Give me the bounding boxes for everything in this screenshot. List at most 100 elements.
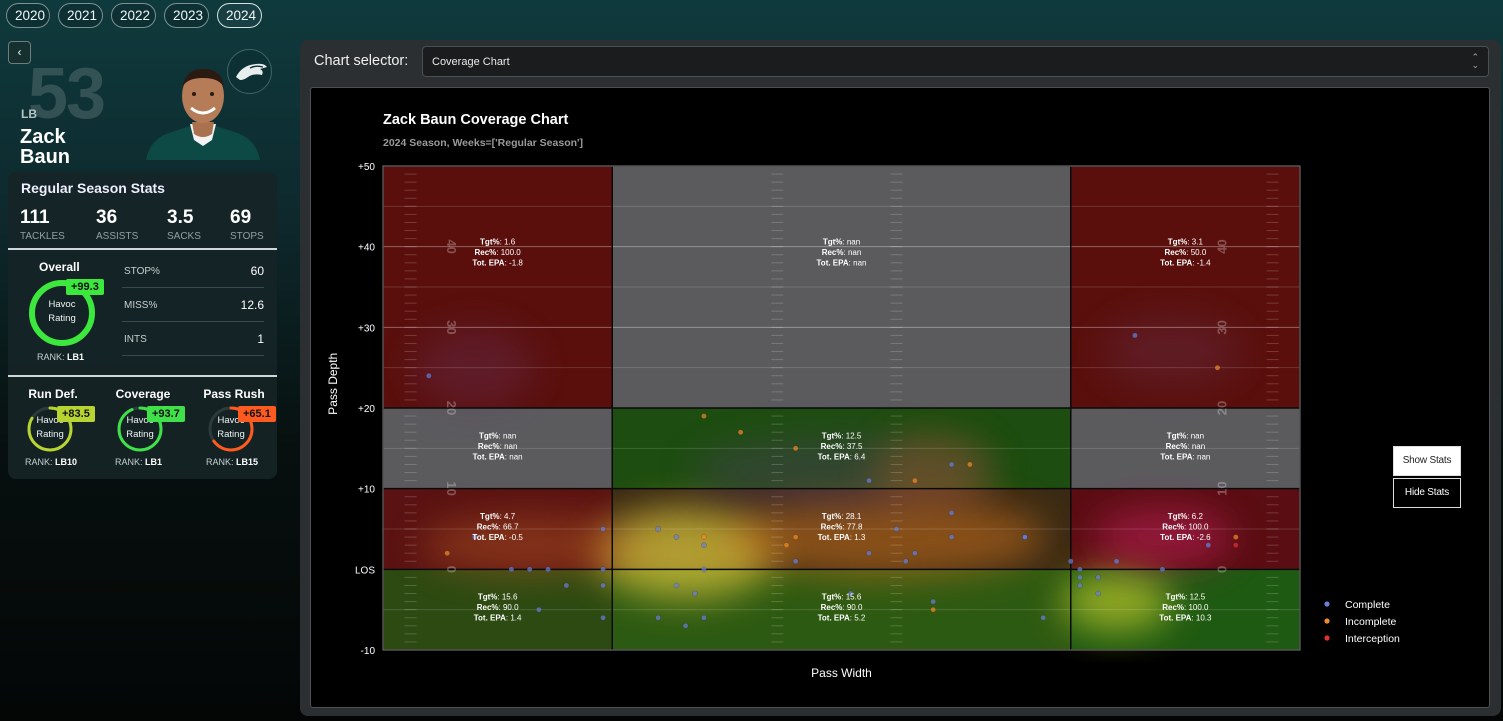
- zone-stat-label: Tot. EPA: -2.6: [1160, 533, 1211, 542]
- rank-label: RANK:: [37, 352, 65, 362]
- overall-ring: [29, 280, 95, 346]
- data-point: [600, 582, 606, 589]
- show-stats-button[interactable]: Show Stats: [1393, 446, 1461, 476]
- data-point: [655, 526, 661, 532]
- zone-stat-label: Tgt%: nan: [479, 431, 516, 440]
- zone-stat-label: Tgt%: nan: [1167, 431, 1204, 440]
- rating-text: Rating: [126, 429, 154, 440]
- data-point: [682, 622, 689, 629]
- data-point: [866, 477, 872, 484]
- field-number: 10: [1215, 481, 1230, 495]
- sub-ring-text: Havoc Rating: [118, 414, 162, 442]
- season-tabs: 2020 2021 2022 2023 2024: [6, 3, 262, 28]
- chevron-left-icon: ‹: [17, 45, 22, 59]
- data-point: [930, 598, 937, 605]
- coverage-zone: [383, 408, 613, 489]
- data-point: [893, 526, 900, 532]
- data-point: [1077, 582, 1083, 589]
- data-point: [783, 542, 790, 548]
- year-tab[interactable]: 2023: [164, 3, 209, 28]
- zone-stat-label: Rec%: 100.0: [1162, 523, 1209, 532]
- data-point: [948, 461, 955, 468]
- hide-stats-button[interactable]: Hide Stats: [1393, 478, 1461, 508]
- coverage-zone: [383, 569, 613, 650]
- field-number: 40: [1215, 239, 1230, 253]
- data-point: [912, 550, 918, 557]
- zone-stat-label: Tgt%: 4.7: [480, 512, 516, 521]
- zone-stat-label: Rec%: nan: [1166, 442, 1206, 451]
- sub-rating-title: Pass Rush: [203, 387, 265, 401]
- year-tab[interactable]: 2024: [217, 3, 262, 28]
- back-button[interactable]: ‹: [8, 41, 31, 64]
- zone-stat-label: Rec%: 100.0: [1162, 603, 1209, 612]
- stops-value: 69: [230, 207, 252, 228]
- density-area: [727, 497, 1048, 578]
- player-position: LB: [21, 107, 37, 121]
- rank-value: LB10: [55, 457, 78, 467]
- sub-rating-ring: [27, 406, 73, 452]
- zone-stat-label: Rec%: 100.0: [474, 248, 521, 257]
- field-number: 10: [444, 481, 459, 495]
- chart-selector[interactable]: Coverage Chart ⌃ ⌄: [422, 46, 1489, 77]
- data-point: [792, 534, 799, 540]
- data-point: [1132, 332, 1138, 339]
- zone-stat-label: Tot. EPA: 6.4: [818, 452, 866, 461]
- zone-stat-label: Tot. EPA: 5.2: [818, 614, 866, 623]
- data-point: [847, 590, 854, 597]
- data-point: [737, 429, 744, 436]
- data-point: [967, 461, 973, 468]
- year-tab[interactable]: 2021: [58, 3, 103, 28]
- data-point: [1214, 364, 1221, 371]
- rank-label: RANK:: [25, 457, 53, 467]
- data-point: [1159, 566, 1166, 573]
- data-point: [792, 445, 799, 452]
- zone-stat-label: Tot. EPA: nan: [817, 259, 867, 268]
- zone-stat-label: Tot. EPA: nan: [473, 452, 523, 461]
- data-point: [536, 606, 542, 613]
- data-point: [471, 534, 478, 540]
- stat-value: 1: [257, 332, 264, 346]
- sub-rating-rank: RANK: LB1: [115, 457, 162, 467]
- zone-stat-label: Tgt%: nan: [823, 238, 860, 247]
- havoc-text: Havoc: [36, 415, 64, 426]
- data-point: [948, 534, 955, 540]
- zone-stat-label: Tgt%: 28.1: [822, 512, 862, 521]
- data-point: [691, 590, 698, 597]
- data-point: [701, 413, 707, 419]
- data-point: [792, 558, 799, 565]
- data-point: [1095, 590, 1102, 597]
- sub-rating-ring: [117, 406, 163, 452]
- eagle-logo: [227, 49, 272, 94]
- data-point: [1077, 566, 1083, 573]
- assists-label: ASSISTS: [96, 231, 139, 242]
- chevron-updown-icon: ⌃ ⌄: [1471, 52, 1479, 70]
- chart-title: Zack Baun Coverage Chart: [383, 112, 569, 128]
- rating-text: Rating: [36, 429, 64, 440]
- zone-stat-label: Tgt%: 12.5: [1166, 593, 1206, 602]
- data-point: [526, 566, 533, 573]
- density-area: [414, 327, 535, 408]
- rank-value: LB1: [67, 352, 85, 362]
- y-tick-label: +40: [358, 243, 375, 254]
- data-point: [444, 550, 451, 557]
- year-tab[interactable]: 2022: [111, 3, 156, 28]
- rank-label: RANK:: [115, 457, 143, 467]
- overall-badge: +99.3: [66, 279, 104, 295]
- stat-row: MISS% 12.6: [122, 288, 264, 322]
- zone-stat-label: Tot. EPA: 1.3: [818, 533, 866, 542]
- sub-rating-rank: RANK: LB10: [25, 457, 77, 467]
- sacks-value: 3.5: [167, 207, 194, 228]
- data-point: [701, 566, 707, 573]
- coverage-zone: [612, 166, 1071, 408]
- zone-stat-label: Tgt%: 15.6: [822, 593, 862, 602]
- stat-key: INTS: [124, 334, 147, 345]
- legend-marker: [1324, 635, 1330, 641]
- year-tab[interactable]: 2020: [6, 3, 50, 28]
- divider: [8, 375, 277, 377]
- data-point: [673, 534, 680, 540]
- sub-rating-title: Run Def.: [28, 387, 78, 401]
- sacks-label: SACKS: [167, 231, 201, 242]
- zone-stat-label: Tgt%: 1.6: [480, 238, 516, 247]
- havoc-text: Havoc: [217, 415, 245, 426]
